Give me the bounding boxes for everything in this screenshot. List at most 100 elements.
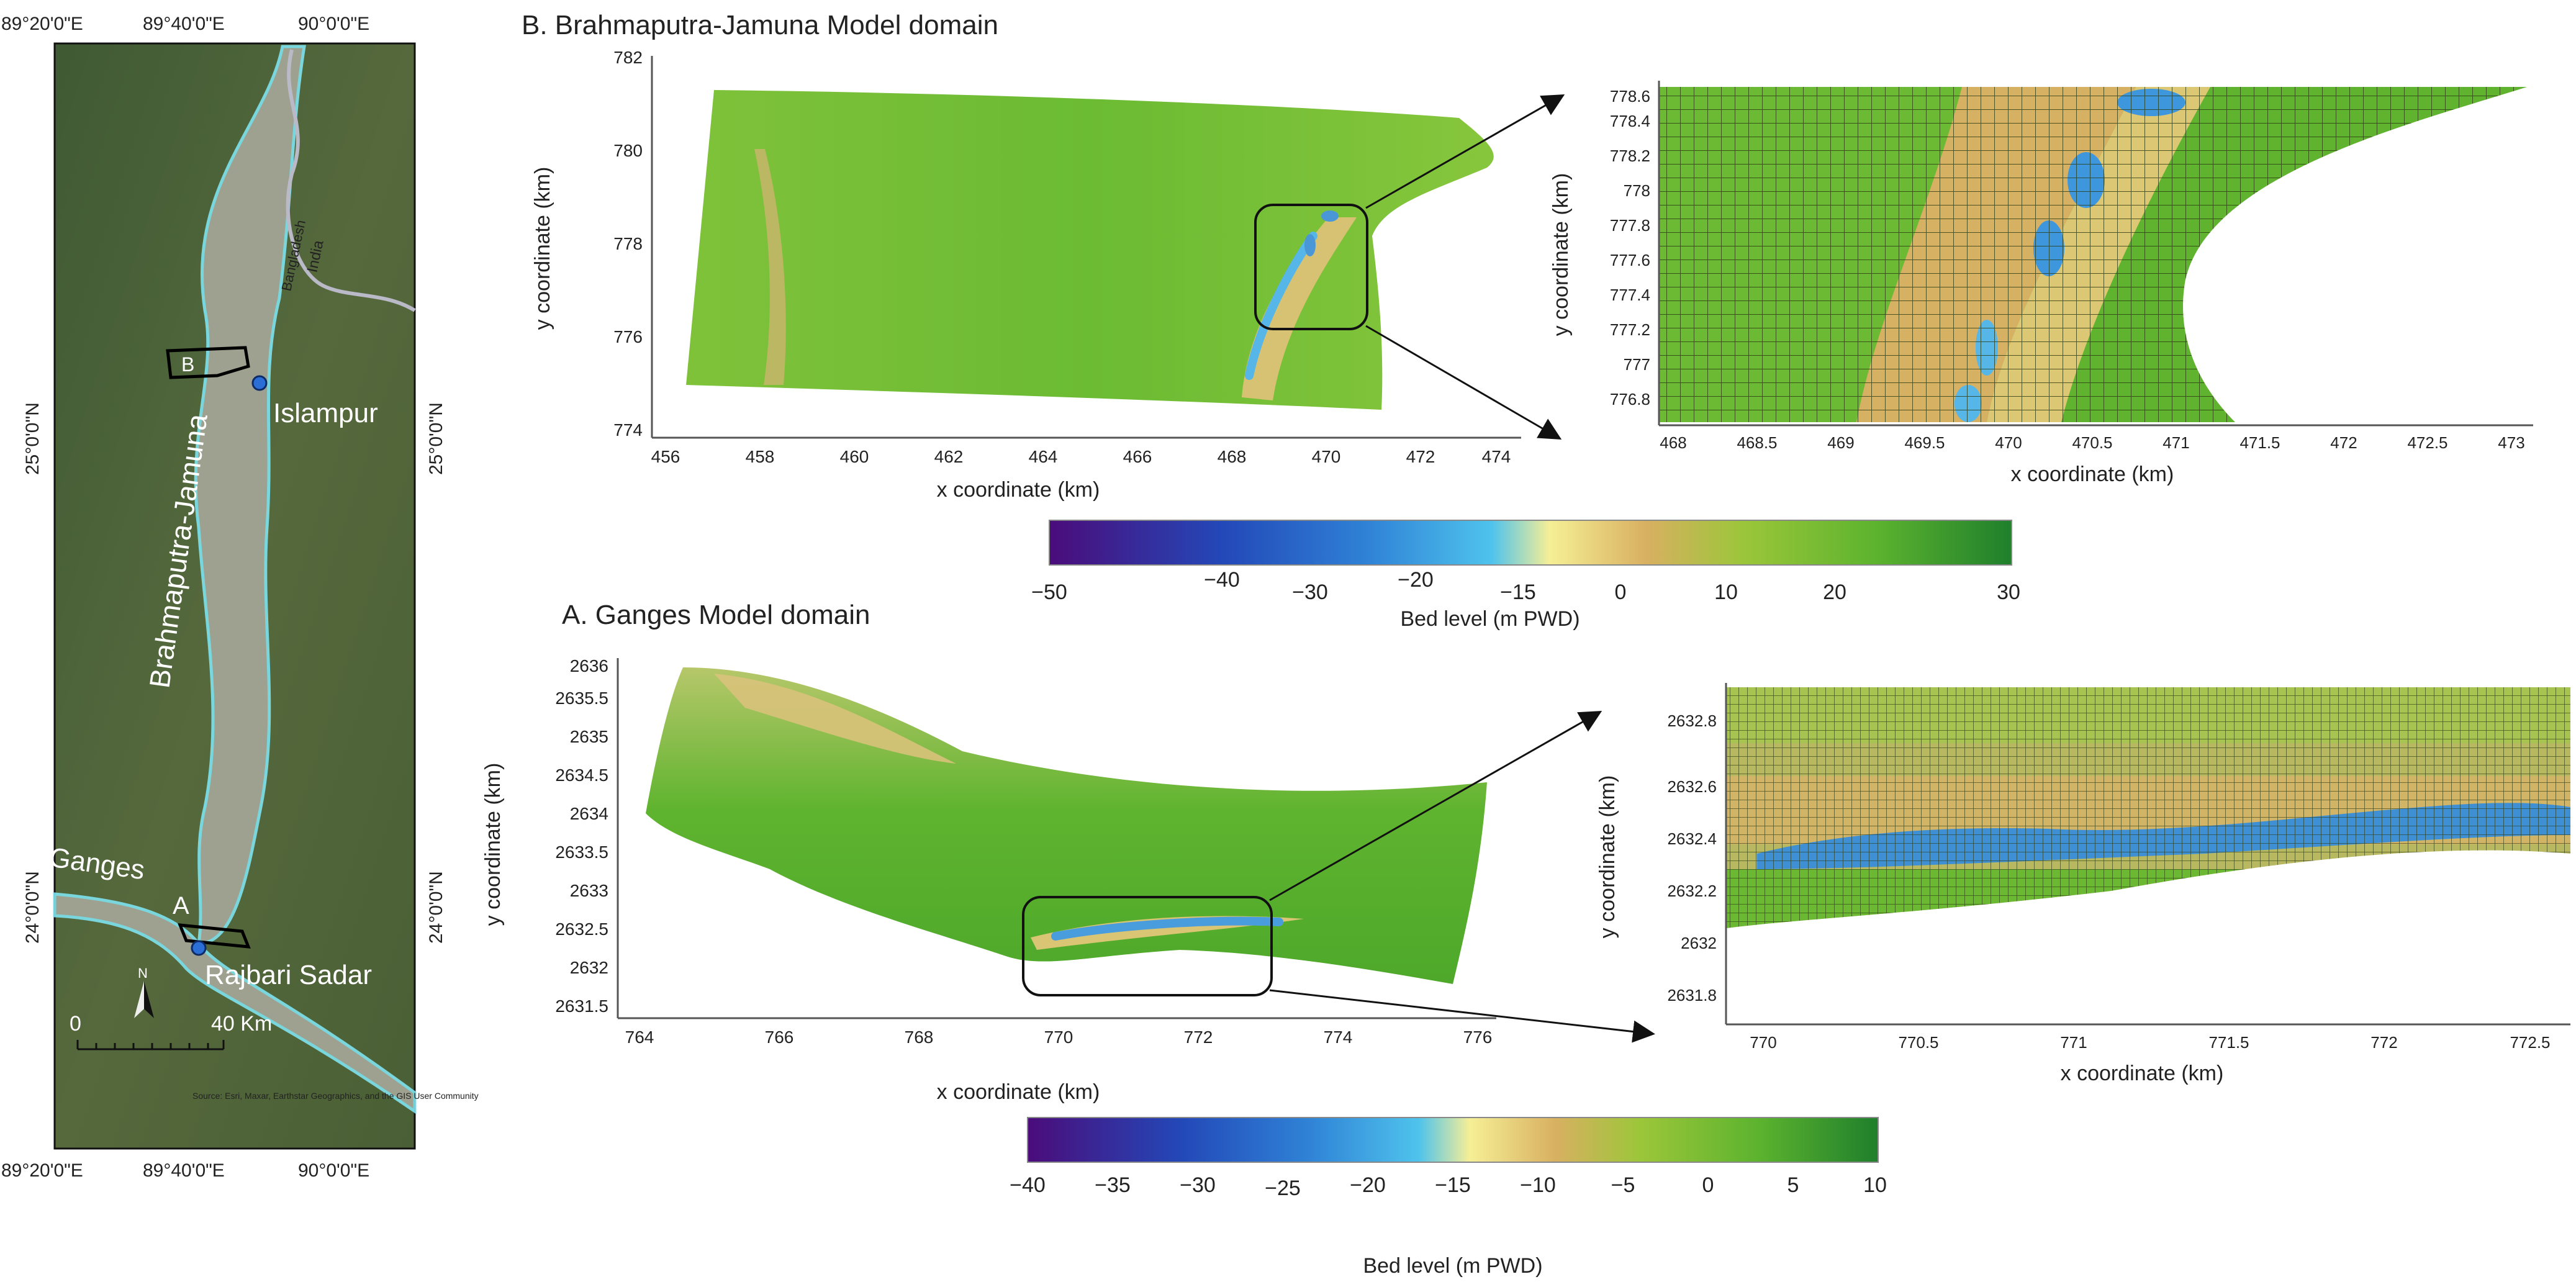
islampur-marker (251, 375, 268, 391)
panel-a-channel-deep (1051, 916, 1283, 941)
panel-a-xtick: 766 (765, 1027, 794, 1047)
panel-b-xtick: 466 (1123, 447, 1152, 466)
panel-a-ytick: 2634.5 (555, 765, 608, 785)
panel-a-zoom-ytick: 2632.8 (1667, 711, 1717, 730)
rajbari-marker (191, 940, 207, 956)
panel-a-zoom-axes (1725, 683, 2570, 1026)
panel-b-colorbar-label: Bed level (m PWD) (1400, 607, 1579, 631)
panel-a-zoom-xtick: 772 (2370, 1033, 2397, 1052)
panel-a-colorbar-tick: −35 (1095, 1173, 1131, 1197)
panel-b-xlabel: x coordinate (km) (937, 478, 1100, 502)
panel-b-zoom-ytick: 776.8 (1610, 390, 1650, 409)
panel-a-xtick: 774 (1324, 1027, 1353, 1047)
overview-map: B A Islampur Rajbari Sadar Ganges Brahma… (1, 14, 479, 1181)
panel-a-zoom-xtick: 770 (1750, 1033, 1776, 1052)
panel-a-ytick: 2635.5 (555, 689, 608, 708)
panel-a-ylabel: y coordinate (km) (481, 763, 505, 926)
panel-b-channel-deep (1245, 232, 1317, 380)
panel-a-ytick: 2632.5 (555, 919, 608, 939)
north-arrow: N (134, 965, 154, 1018)
bottom-lon-labels: 89°20'0"E 89°40'0"E 90°0'0"E (1, 1160, 369, 1181)
panel-a-zoom-box (1022, 896, 1273, 996)
panel-a-colorbar-ticks: −40 −35 −30 −25 −20 −15 −10 −5 0 5 10 (1010, 1173, 1887, 1200)
top-lon-label: 89°20'0"E (1, 14, 83, 34)
panel-a-zoom-arrow (1269, 711, 1602, 901)
label-rajbari: Rajbari Sadar (205, 960, 372, 990)
panel-a-colorbar-tick: −40 (1010, 1173, 1046, 1197)
panel-b-zoom-axes (1658, 81, 2533, 427)
domain-b-outline (166, 346, 250, 379)
scale-zero: 0 (70, 1012, 81, 1036)
panel-b-xtick: 456 (651, 447, 680, 466)
panel-b-xtick: 474 (1482, 447, 1511, 466)
panel-b-colorbar-tick: −30 (1292, 580, 1328, 604)
panel-b-zoom-xtick: 470 (1995, 433, 2022, 452)
panel-a-colorbar-tick: 10 (1863, 1173, 1887, 1197)
panel-b-zoom-xtick: 468 (1660, 433, 1686, 452)
bottom-lon-label: 89°40'0"E (143, 1160, 225, 1181)
panel-b-zoom-ytick: 778.4 (1610, 112, 1650, 130)
right-lat-label: 24°0'0"N (426, 871, 446, 944)
panel-a-colorbar-label: Bed level (m PWD) (1363, 1254, 1542, 1278)
panel-b-zoom-arrow (1365, 325, 1562, 440)
panel-b-ytick: 782 (613, 48, 643, 67)
panel-a-ytick: 2633 (570, 881, 608, 900)
panel-b-zoom-box (1254, 204, 1368, 330)
panel-a-colorbar-tick: −30 (1180, 1173, 1216, 1197)
panel-b-yticks: 774 776 778 780 782 (613, 48, 643, 440)
panel-a-colorbar-tick: −20 (1350, 1173, 1386, 1197)
panel-b-zoom-ytick: 777.8 (1610, 216, 1650, 235)
panel-a-zoom (1726, 687, 2570, 928)
panel-a-ytick: 2634 (570, 804, 608, 823)
right-lat-labels: 25°0'0"N 24°0'0"N (426, 402, 446, 944)
panel-b-zoom-arrow (1365, 94, 1565, 209)
panel-a-zoom-xtick: 770.5 (1898, 1033, 1938, 1052)
panel-b-colorbar-tick: −15 (1500, 580, 1536, 604)
panel-a-zoom-xtick: 772.5 (2510, 1033, 2550, 1052)
panel-a-ytick: 2632 (570, 958, 608, 977)
panel-a-colorbar-tick: 0 (1702, 1173, 1714, 1197)
panel-a-zoom-ytick: 2632 (1681, 934, 1717, 952)
panel-a-xlabel: x coordinate (km) (937, 1080, 1100, 1104)
panel-a-ytick: 2635 (570, 727, 608, 746)
panel-b-zoom-xtick: 471 (2162, 433, 2189, 452)
panel-b-zoom-xtick: 469.5 (1904, 433, 1945, 452)
panel-a-zoom-xticks: 770 770.5 771 771.5 772 772.5 (1750, 1033, 2550, 1052)
panel-a-yticks: 2631.5 2632 2632.5 2633 2633.5 2634 2634… (555, 656, 608, 1016)
panel-b-xtick: 470 (1312, 447, 1341, 466)
panel-a-xtick: 770 (1044, 1027, 1073, 1047)
top-lon-label: 90°0'0"E (298, 14, 369, 34)
panel-a-xtick: 768 (905, 1027, 934, 1047)
bottom-lon-label: 89°20'0"E (1, 1160, 83, 1181)
panel-b-zoom-ytick: 778.6 (1610, 87, 1650, 106)
panel-b-colorbar-tick: 0 (1615, 580, 1627, 604)
panel-a-zoom-ytick: 2632.2 (1667, 882, 1717, 900)
panel-b-zoom-xticks: 468 468.5 469 469.5 470 470.5 471 471.5 … (1660, 433, 2524, 452)
panel-a-xtick: 772 (1184, 1027, 1213, 1047)
domain-a-outline (178, 923, 251, 949)
scale-bar (76, 1040, 225, 1050)
panel-a-title: A. Ganges Model domain (562, 600, 870, 630)
panel-b-domain (686, 90, 1494, 410)
panel-a-colorbar-tick: −10 (1520, 1173, 1556, 1197)
panel-b-colorbar-tick: 10 (1714, 580, 1738, 604)
panel-b-colorbar-ticks: −50 −40 −30 −20 −15 0 10 20 30 (1031, 568, 2020, 604)
panel-b-bank-stripe (754, 149, 786, 385)
panel-b-zoom-xtick: 470.5 (2072, 433, 2112, 452)
panel-a-xtick: 764 (625, 1027, 654, 1047)
panel-b-zoom-xlabel: x coordinate (km) (2011, 463, 2174, 486)
panel-b-xtick: 460 (840, 447, 869, 466)
left-lat-label: 24°0'0"N (22, 871, 43, 944)
panel-a-zoom-ytick: 2632.6 (1667, 777, 1717, 796)
panel-b-zoom-xtick: 468.5 (1737, 433, 1777, 452)
panel-b-ytick: 778 (613, 234, 643, 253)
panel-a-colorbar-tick: −25 (1265, 1176, 1301, 1200)
panel-b-xtick: 472 (1406, 447, 1435, 466)
panel-b-zoom-ytick: 778.2 (1610, 147, 1650, 165)
panel-b-zoom-xtick: 472 (2330, 433, 2357, 452)
panel-b-xtick: 464 (1029, 447, 1058, 466)
panel-a-ytick: 2631.5 (555, 996, 608, 1016)
left-lat-label: 25°0'0"N (22, 402, 43, 475)
panel-b-xtick: 458 (746, 447, 775, 466)
